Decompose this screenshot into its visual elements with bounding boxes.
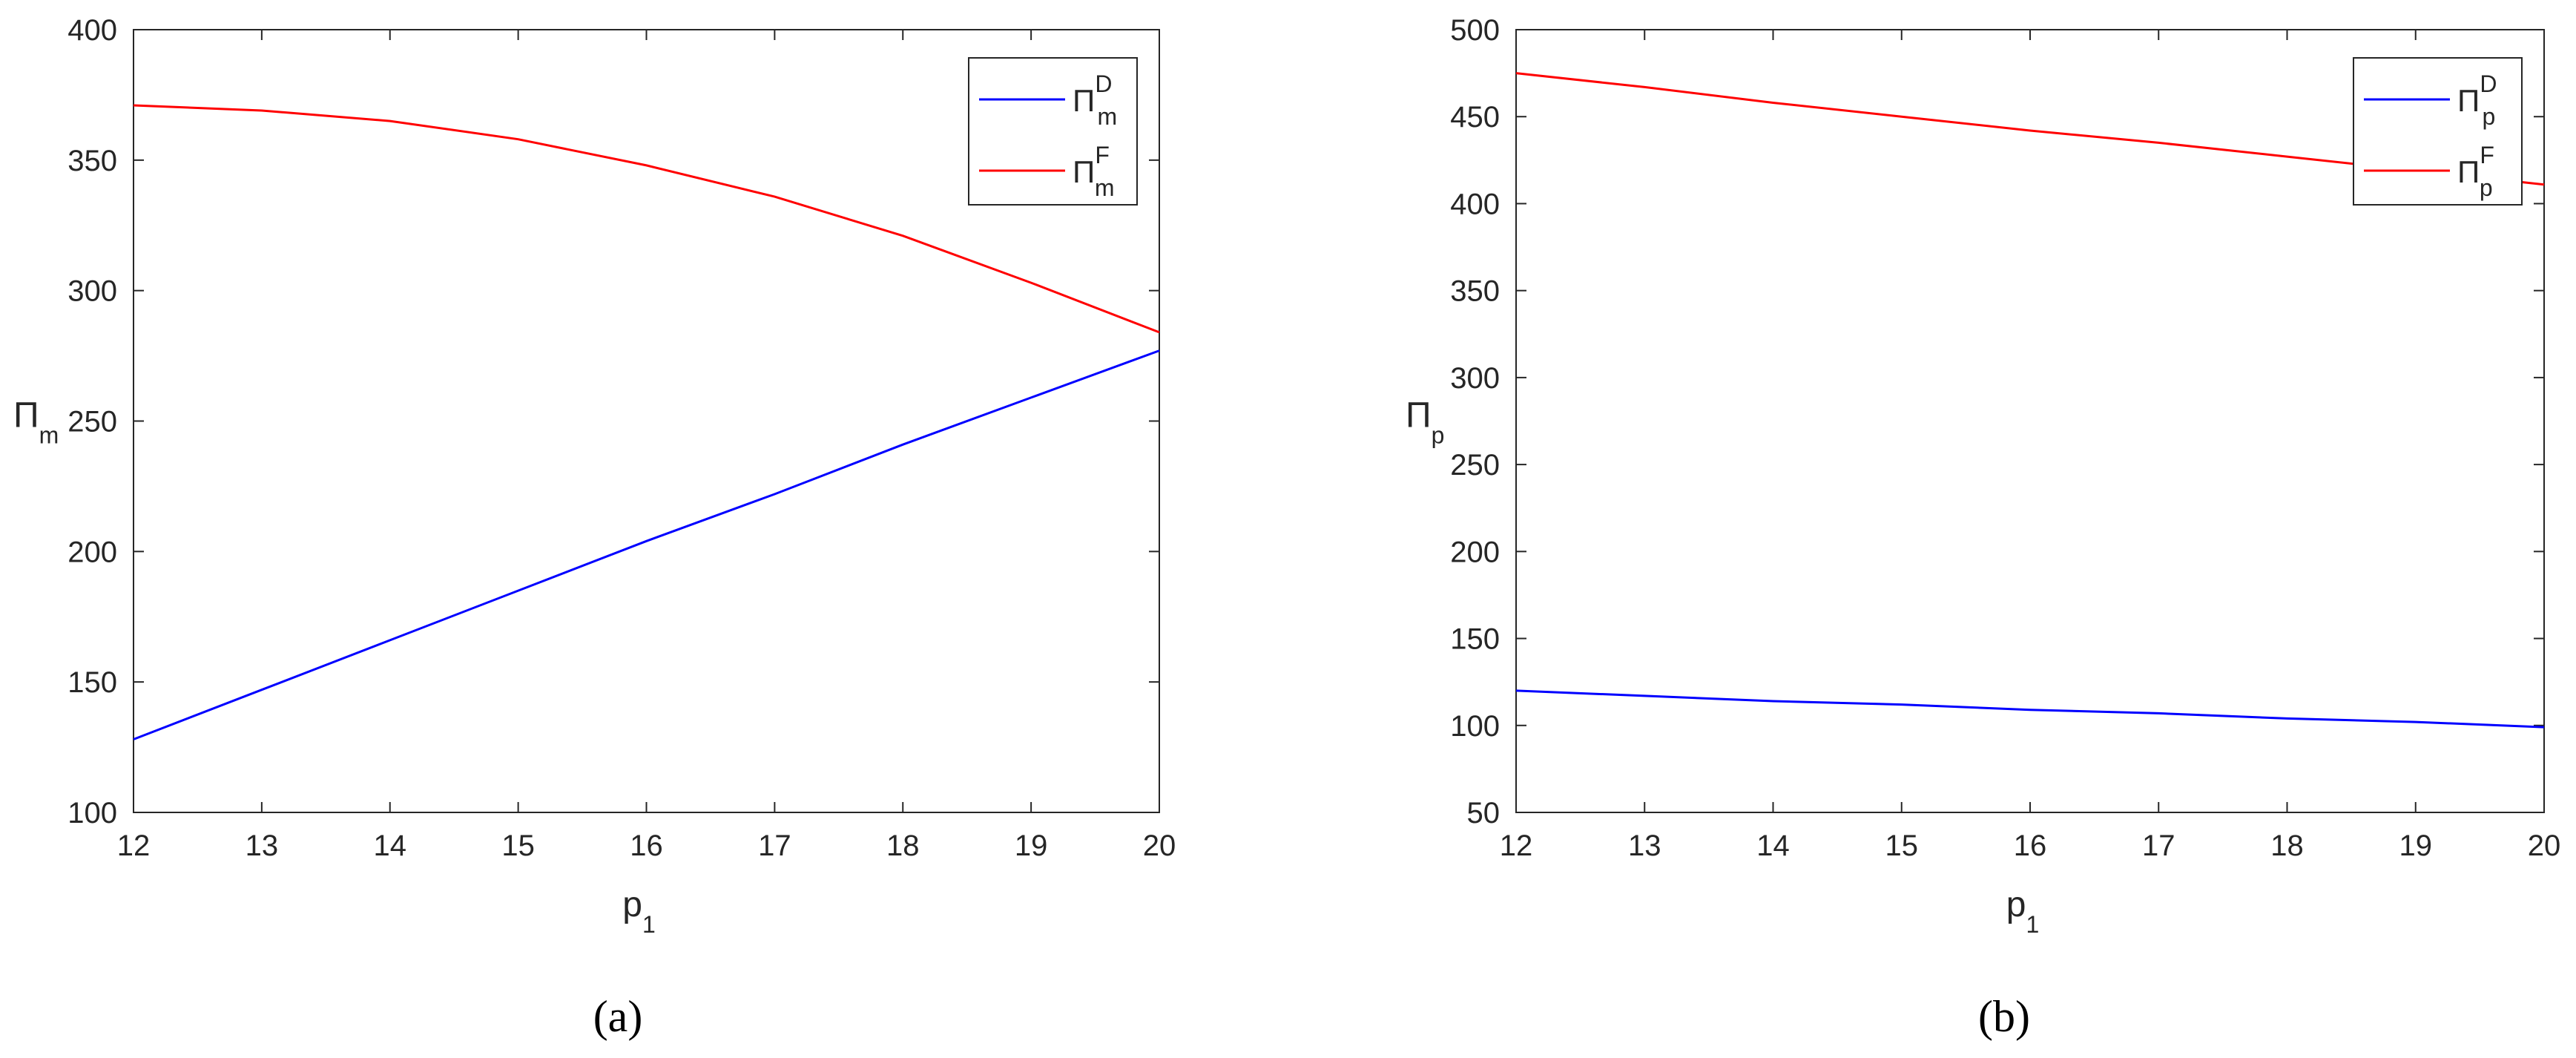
y-tick-label: 100 <box>67 797 117 829</box>
x-tick-label: 13 <box>246 829 279 862</box>
y-tick-label: 150 <box>1450 623 1500 656</box>
y-tick-label: 250 <box>1450 449 1500 482</box>
x-tick-label: 17 <box>758 829 791 862</box>
y-axis-label-main: Π <box>1406 396 1432 436</box>
legend-label-sup: D <box>1095 70 1112 97</box>
y-tick-label: 350 <box>1450 275 1500 308</box>
x-tick-label: 16 <box>2014 829 2047 862</box>
x-tick-label: 20 <box>1143 829 1176 862</box>
panel-label: (b) <box>1978 992 2030 1041</box>
x-tick-label: 18 <box>886 829 920 862</box>
x-axis-label: p1 <box>2006 885 2040 938</box>
legend-label-sub: p <box>2480 174 2493 201</box>
legend-label-sup: D <box>2480 70 2497 97</box>
legend-label-sub: m <box>1095 174 1115 201</box>
y-tick-label: 450 <box>1450 101 1500 134</box>
chart-panel-a: 12 13 14 15 16 17 18 19 20 100 150 200 250 300 350 400 p… <box>13 14 1176 1041</box>
y-tick-label: 300 <box>1450 362 1500 395</box>
x-tick-label: 15 <box>501 829 535 862</box>
y-tick-label: 200 <box>1450 536 1500 568</box>
legend-label-sup: F <box>1095 142 1110 168</box>
series-line-f <box>133 104 1160 334</box>
legend-label-main: Π <box>2457 154 2480 189</box>
legend-label-d: ΠD m <box>1073 70 1117 130</box>
y-axis-label: Πm <box>13 396 59 449</box>
x-axis-label: p1 <box>622 885 656 938</box>
legend-box <box>968 57 1138 206</box>
y-tick-label: 100 <box>1450 710 1500 743</box>
y-tick-label: 250 <box>67 406 117 438</box>
legend-label-f: ΠF m <box>1073 142 1115 201</box>
x-tick-label: 17 <box>2142 829 2175 862</box>
y-axis-label-sub: m <box>39 422 59 449</box>
y-tick-label: 50 <box>1467 797 1501 829</box>
x-tick-label: 19 <box>1015 829 1048 862</box>
legend-label-main: Π <box>1073 154 1095 189</box>
series-line-d <box>1515 689 2545 729</box>
x-tick-label: 14 <box>374 829 407 862</box>
x-tick-label: 15 <box>1885 829 1919 862</box>
x-axis-label-sub: 1 <box>2026 911 2039 938</box>
chart-panel-b: 12 13 14 15 16 17 18 19 20 50 100 150 200 250 300 350 40… <box>1406 14 2560 1041</box>
x-tick-label: 12 <box>117 829 151 862</box>
y-tick-label: 300 <box>67 275 117 308</box>
y-tick-label: 350 <box>67 145 117 177</box>
y-tick-label: 500 <box>1450 14 1500 47</box>
x-axis-label-main: p <box>2006 885 2026 924</box>
series-line-d <box>133 349 1160 740</box>
legend: ΠD pΠF p <box>2353 57 2523 206</box>
x-axis-label-sub: 1 <box>642 911 656 938</box>
panel-label: (a) <box>593 992 643 1041</box>
y-tick-label: 400 <box>1450 188 1500 220</box>
x-tick-label: 14 <box>1756 829 1790 862</box>
legend-label-sub: m <box>1097 103 1117 130</box>
y-axis-label: Πp <box>1406 396 1444 449</box>
x-tick-label: 13 <box>1628 829 1661 862</box>
legend: ΠD mΠF m <box>968 57 1138 206</box>
x-axis-label-main: p <box>622 885 642 924</box>
legend-label-main: Π <box>1073 83 1095 118</box>
legend-label-main: Π <box>2457 83 2480 118</box>
x-tick-label: 19 <box>2399 829 2433 862</box>
y-axis-label-sub: p <box>1432 422 1445 449</box>
y-tick-label: 400 <box>67 14 117 47</box>
x-tick-label: 16 <box>630 829 663 862</box>
legend-label-f: ΠF p <box>2457 142 2494 201</box>
y-tick-label: 200 <box>67 536 117 568</box>
x-tick-label: 12 <box>1500 829 1533 862</box>
x-tick-label: 18 <box>2270 829 2304 862</box>
legend-label-d: ΠD p <box>2457 70 2497 130</box>
x-tick-label: 20 <box>2528 829 2561 862</box>
y-axis-label-main: Π <box>13 396 39 436</box>
legend-label-sup: F <box>2480 142 2494 168</box>
legend-label-sub: p <box>2482 103 2495 130</box>
y-tick-label: 150 <box>67 666 117 699</box>
legend-box <box>2353 57 2523 206</box>
